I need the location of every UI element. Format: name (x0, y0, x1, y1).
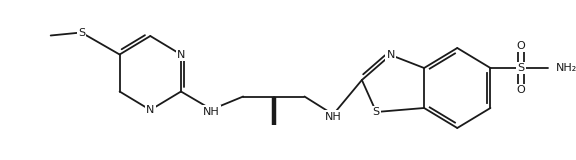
Text: S: S (373, 107, 380, 117)
Text: N: N (146, 105, 154, 115)
Text: N: N (177, 49, 185, 60)
Text: NH: NH (203, 107, 220, 116)
Text: O: O (517, 85, 525, 95)
Text: S: S (78, 28, 85, 37)
Text: N: N (386, 50, 395, 60)
Text: O: O (517, 41, 525, 51)
Text: S: S (517, 63, 525, 73)
Text: NH: NH (325, 112, 342, 121)
Text: NH₂: NH₂ (555, 63, 576, 73)
